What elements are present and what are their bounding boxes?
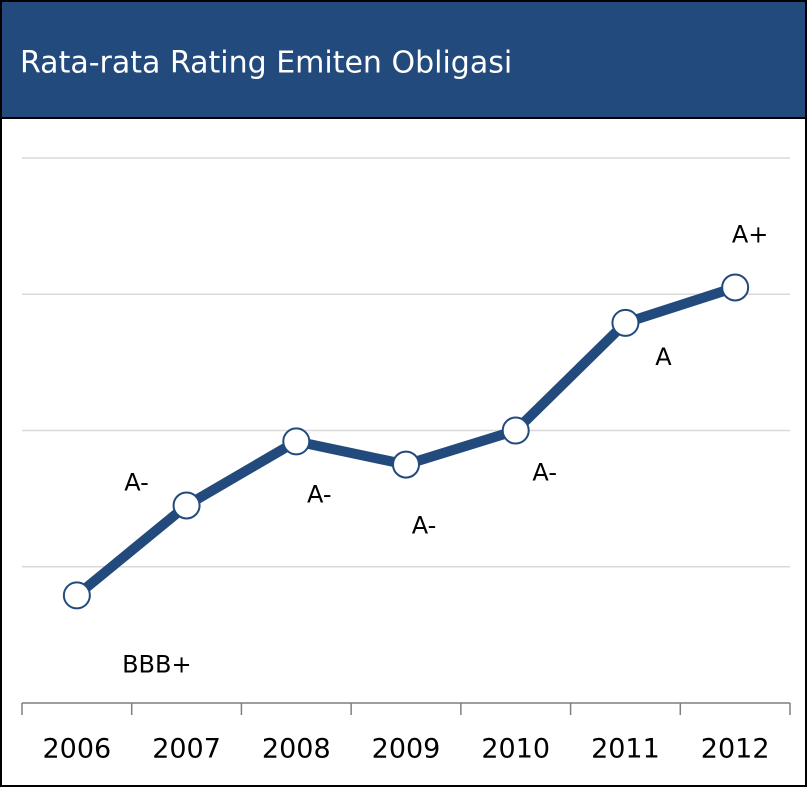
marker [392,450,420,479]
data-label: A- [307,480,332,508]
x-tick-label: 2009 [372,734,441,765]
x-tick-label: 2011 [591,734,660,765]
marker [62,581,91,610]
data-label: A- [412,512,437,540]
marker [172,491,201,520]
data-label: A- [532,459,557,487]
data-label: BBB+ [122,650,192,678]
chart-title: Rata-rata Rating Emiten Obligasi [20,46,512,81]
marker [282,427,311,456]
x-tick-label: 2010 [481,734,550,765]
x-tick-label: 2012 [701,734,770,765]
marker [611,308,640,337]
data-label: A+ [732,220,769,248]
marker [501,416,530,445]
x-tick-label: 2006 [42,734,111,765]
title-bar [0,0,807,119]
x-tick-label: 2008 [262,734,331,765]
marker [721,273,750,302]
data-label: A [655,343,672,371]
x-tick-label: 2007 [152,734,221,765]
data-label: A- [124,468,149,496]
